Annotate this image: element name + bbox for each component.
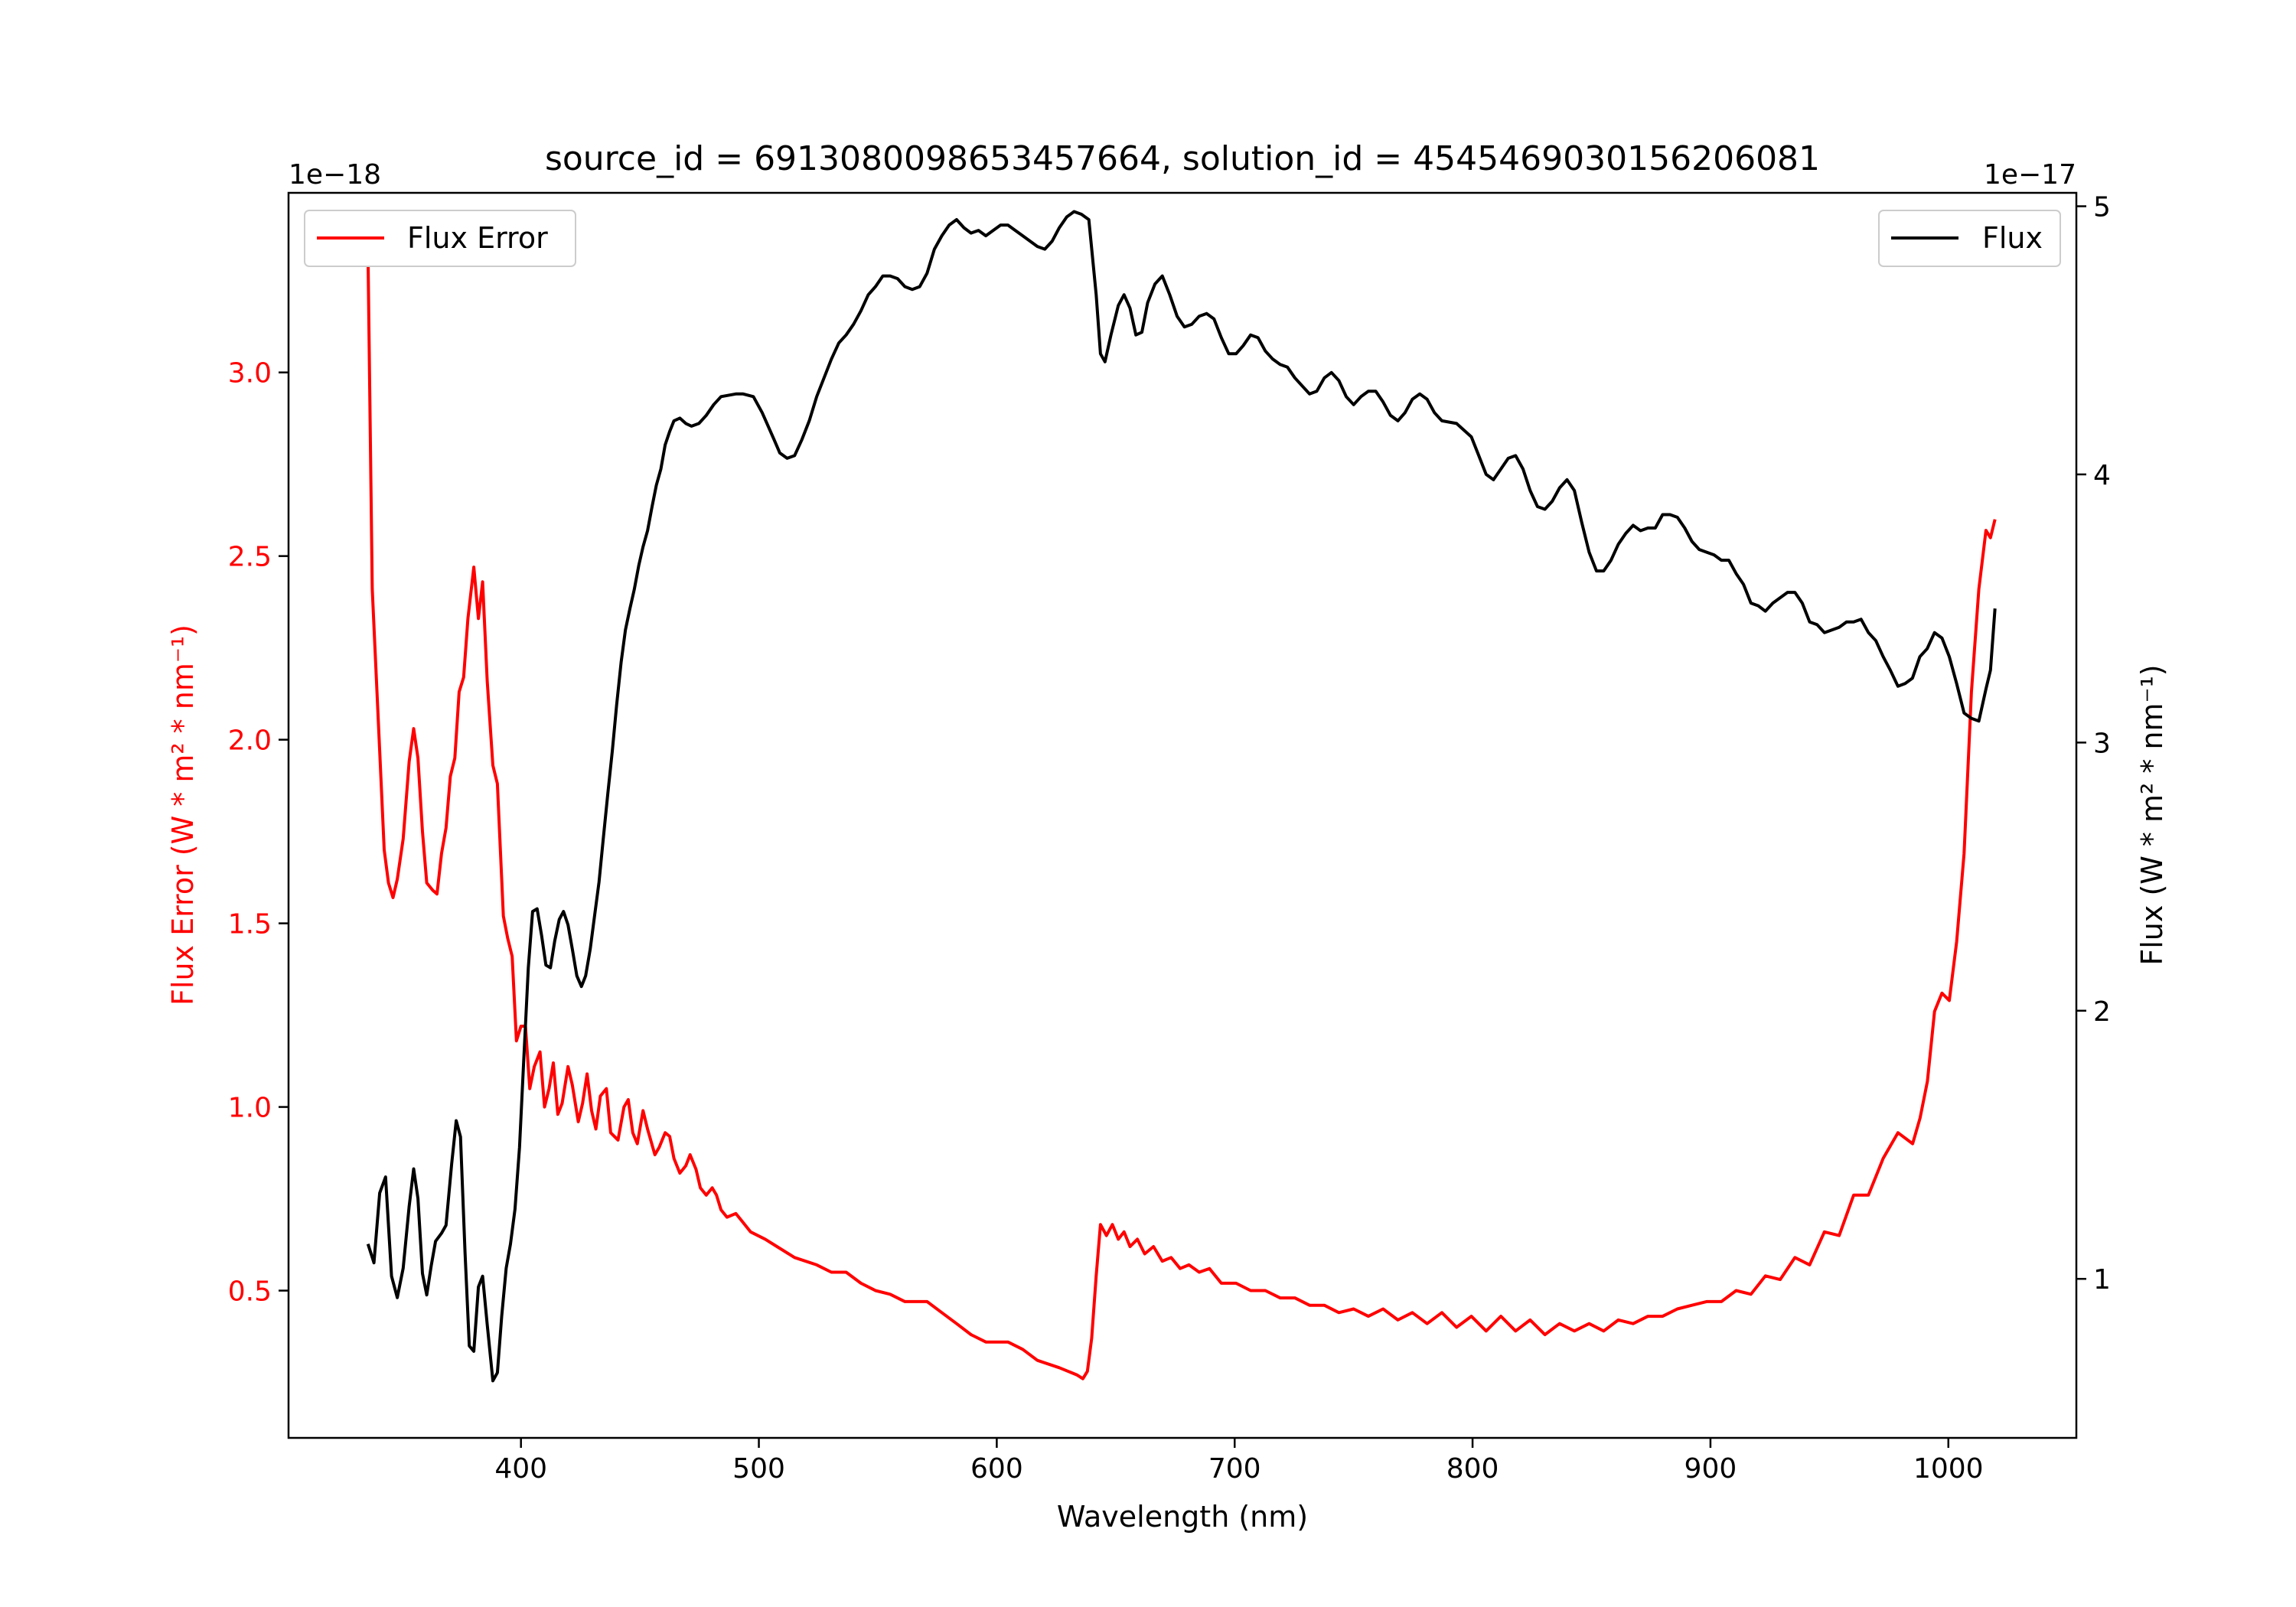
right-y-tick-label: 5 <box>2093 192 2111 223</box>
series-line-flux <box>366 210 1997 1383</box>
plot-frame <box>287 191 2078 1439</box>
x-axis-label: Wavelength (nm) <box>1057 1500 1308 1534</box>
right-y-tick-label: 4 <box>2093 460 2111 491</box>
right-offset-text: 1e−17 <box>1984 159 2076 191</box>
x-tick-label: 900 <box>1684 1453 1737 1485</box>
right-y-tick-label: 1 <box>2093 1264 2111 1296</box>
legend-label-flux: Flux <box>1982 221 2043 255</box>
left-y-axis-label: Flux Error (W * m² * nm⁻¹) <box>166 624 200 1006</box>
chart-title: source_id = 6913080098653457664, solutio… <box>545 139 1820 178</box>
legend-box <box>304 210 576 267</box>
x-tick-label: 500 <box>732 1453 785 1485</box>
x-tick-label: 400 <box>494 1453 547 1485</box>
left-y-tick-label: 2.0 <box>228 725 272 757</box>
left-y-tick-label: 3.0 <box>228 358 272 390</box>
left-y-tick-label: 1.0 <box>228 1093 272 1124</box>
x-tick-label: 800 <box>1446 1453 1499 1485</box>
left-offset-text: 1e−18 <box>289 159 381 191</box>
left-y-tick-label: 0.5 <box>228 1276 272 1308</box>
legend-flux-error: Flux Error <box>304 210 576 267</box>
left-y-tick-label: 1.5 <box>228 909 272 940</box>
legend-flux: Flux <box>1878 210 2061 267</box>
x-tick-label: 700 <box>1208 1453 1261 1485</box>
series-line-flux-error <box>366 251 1997 1380</box>
right-y-tick-label: 3 <box>2093 728 2111 759</box>
left-y-tick-label: 2.5 <box>228 542 272 573</box>
right-y-axis-label: Flux (W * m² * nm⁻¹) <box>2135 664 2169 965</box>
x-tick-label: 600 <box>970 1453 1023 1485</box>
legend-box <box>1878 210 2061 267</box>
right-y-tick-label: 2 <box>2093 996 2111 1028</box>
x-tick-label: 1000 <box>1913 1453 1984 1485</box>
legend-label-flux-error: Flux Error <box>407 221 548 255</box>
